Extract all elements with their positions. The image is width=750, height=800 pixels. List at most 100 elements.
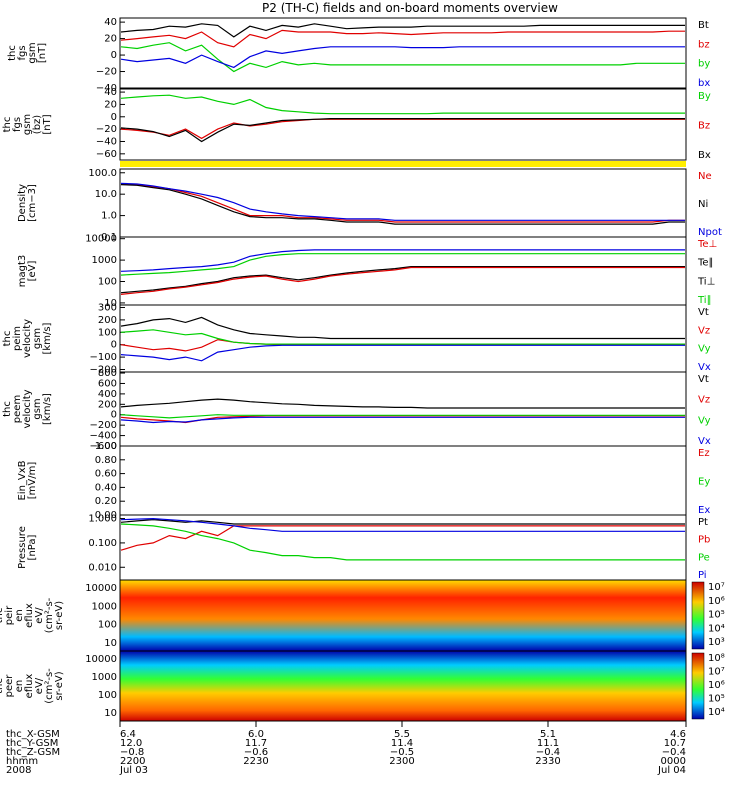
y-axis-label: [km/s] (42, 322, 53, 354)
legend-entry: Ni (698, 199, 708, 210)
y-tick-label: 1.000 (88, 514, 117, 525)
y-axis-label: en (14, 680, 25, 693)
panel-2: 100.0 10.0 1.0 0.1 Density [cm−3] Ne Ni Npot (17, 168, 722, 243)
x-axis-value: 2230 (243, 756, 268, 767)
series-line-Pe (120, 523, 685, 561)
y-tick-label: −100 (90, 352, 117, 363)
y-tick-label: 10 (104, 638, 117, 649)
x-axis-value: 12.0 (120, 738, 142, 749)
x-axis-value: 5.5 (394, 729, 410, 740)
x-axis-row-label: thc_Z-GSM (6, 747, 60, 758)
legend-entry: Ex (698, 505, 710, 516)
x-axis-value: −0.5 (390, 747, 414, 758)
y-tick-label: 800 (98, 368, 117, 379)
legend-entry: Ey (698, 477, 710, 488)
y-tick-label: 100.0 (88, 168, 117, 179)
legend-entry: Ez (698, 448, 710, 459)
y-axis-label: (cm²-s- (44, 597, 55, 633)
x-axis-value: −0.6 (244, 747, 268, 758)
y-tick-label: −200 (90, 420, 117, 431)
legend-entry: Vz (698, 325, 710, 336)
y-tick-label: 0 (111, 410, 117, 421)
x-axis-row-label: hhmm (6, 756, 38, 767)
legend-entry: Ti∥ (697, 295, 712, 306)
y-tick-label: 1000 (92, 601, 117, 612)
x-axis-value: 2300 (389, 756, 414, 767)
legend-entry: bx (698, 78, 710, 89)
y-tick-label: −40 (96, 136, 117, 147)
legend-entry: Ti⊥ (697, 276, 715, 287)
y-axis-label: thc (2, 401, 13, 417)
y-tick-label: 0.60 (95, 469, 117, 480)
x-axis-value: Jul 03 (119, 765, 148, 776)
panel-frame (119, 514, 687, 581)
y-tick-label: 0.00 (95, 510, 117, 521)
legend-entry: By (698, 91, 711, 102)
y-tick-label: 400 (98, 389, 117, 400)
series-line-Pb (120, 525, 685, 551)
data-quality-bar (120, 161, 686, 167)
y-tick-label: 1000 (92, 255, 117, 266)
y-tick-label: 20 (104, 99, 117, 110)
y-tick-label: −20 (96, 124, 117, 135)
y-axis-label: (cm²-s- (44, 668, 55, 704)
panel-6: 1.00 0.80 0.60 0.40 0.20 0.00 Ein_VxB [mV/m] Ez E… (17, 441, 710, 521)
y-axis-label: gsm (27, 42, 38, 63)
series-line-Npot (120, 182, 685, 221)
y-tick-label: 20 (104, 34, 117, 45)
y-tick-label: −40 (96, 83, 117, 94)
y-tick-label: 100 (98, 327, 117, 338)
y-tick-label: 600 (98, 378, 117, 389)
y-axis-label: [eV] (27, 261, 38, 282)
legend-entry: Bt (698, 20, 709, 31)
series-line-Vy (120, 329, 685, 345)
y-axis-label: fgs (12, 117, 23, 132)
y-axis-label: eflux (24, 603, 35, 628)
y-axis-label: peim (12, 326, 23, 351)
colorbar-label: 10⁴ (708, 623, 725, 634)
y-axis-label: en (14, 609, 25, 622)
x-axis-value: 2330 (535, 756, 560, 767)
y-axis-label: Pressure (17, 526, 28, 569)
panel-3: 10000 1000 100 10 magt3 [eV] Te⊥ Te∥ Ti⊥ Ti∥ (17, 234, 717, 309)
legend-entry: Vx (698, 362, 711, 373)
legend-entry: Vt (698, 307, 709, 318)
colorbar-label: 10⁶ (708, 680, 725, 691)
y-axis-label: eV/ (34, 607, 45, 624)
y-axis-label: thc (2, 331, 13, 347)
series-line-Vx (120, 344, 685, 362)
panel-frame (119, 371, 687, 447)
y-tick-label: 0.40 (95, 482, 117, 493)
series-line-Ni (120, 184, 685, 225)
panel-frame (119, 236, 687, 306)
y-axis-label: sr-eV) (54, 671, 65, 700)
spectrogram (120, 580, 686, 651)
y-tick-label: 10000 (85, 654, 117, 665)
series-line-Bx (120, 117, 685, 143)
y-axis-label: [nPa] (27, 534, 38, 560)
colorbar-label: 10⁵ (708, 694, 725, 705)
series-line-By (120, 94, 685, 115)
legend-entry: bz (698, 39, 710, 50)
x-axis-value: −0.8 (120, 747, 144, 758)
y-axis-label: thc (2, 117, 13, 133)
y-tick-label: 10000 (85, 234, 117, 245)
legend-entry: by (698, 59, 710, 70)
legend-entry: Vz (698, 395, 710, 406)
y-tick-label: 10.0 (95, 189, 117, 200)
y-axis-label: fgs (17, 45, 28, 60)
y-tick-label: 10 (104, 708, 117, 719)
legend-entry: Pe (698, 552, 710, 563)
panel-frame (119, 17, 687, 89)
colorbar (691, 652, 705, 720)
panel-7: 1.000 0.100 0.010 Pressure [nPa] Pt Pb Pe Pi (17, 514, 710, 581)
series-line-Bt (120, 23, 685, 38)
y-axis-label: peer (4, 674, 15, 698)
y-axis-label: sr-eV) (54, 601, 65, 630)
legend-entry: Bz (698, 121, 710, 132)
